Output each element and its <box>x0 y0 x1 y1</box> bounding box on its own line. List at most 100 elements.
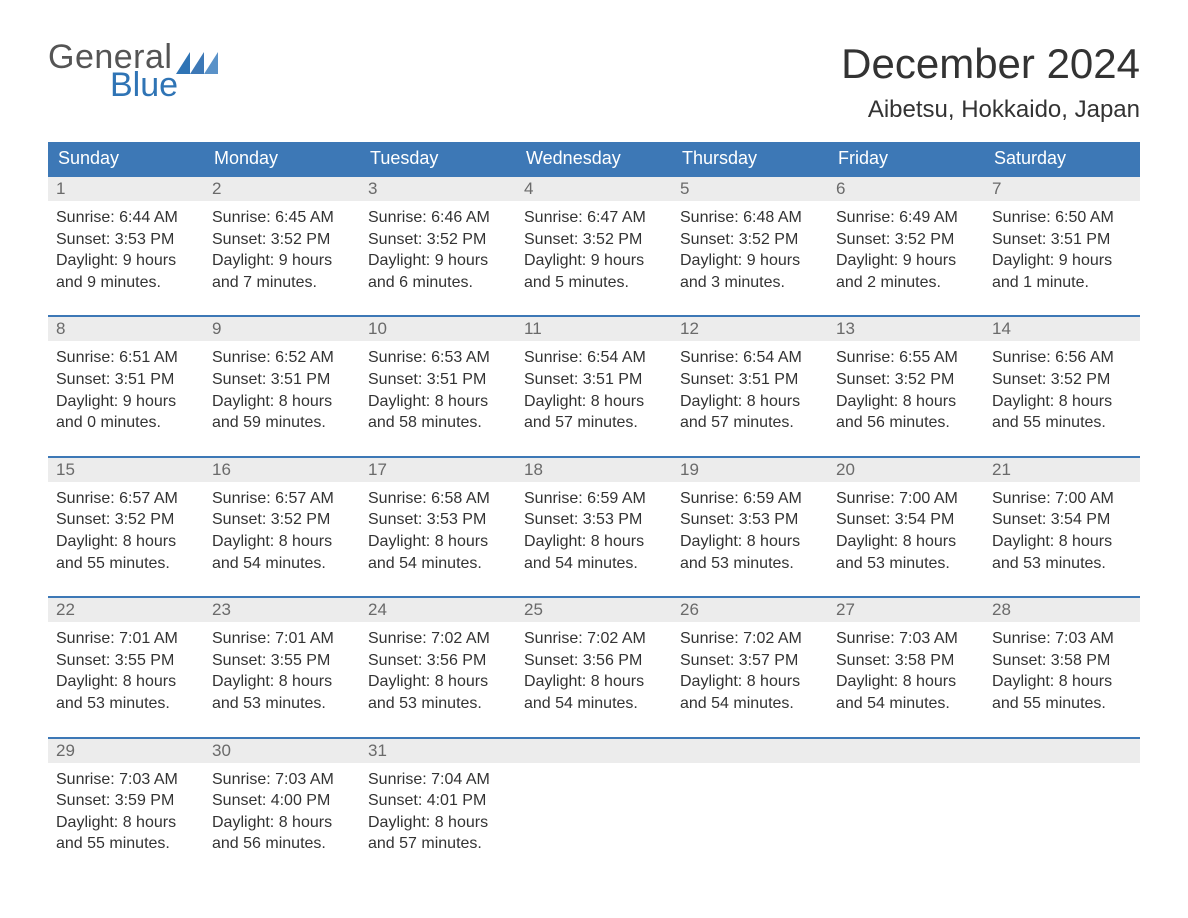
sunrise-text: Sunrise: 6:51 AM <box>56 347 196 369</box>
day-number: 17 <box>360 458 516 482</box>
day-number: 16 <box>204 458 360 482</box>
sunset-text: Sunset: 3:57 PM <box>680 650 820 672</box>
week-row: 1Sunrise: 6:44 AMSunset: 3:53 PMDaylight… <box>48 175 1140 297</box>
logo: General Blue <box>48 40 218 102</box>
day-body: Sunrise: 6:59 AMSunset: 3:53 PMDaylight:… <box>672 482 828 578</box>
sunrise-text: Sunrise: 6:55 AM <box>836 347 976 369</box>
sunset-text: Sunset: 3:53 PM <box>368 509 508 531</box>
day-number: 6 <box>828 177 984 201</box>
day-cell: 5Sunrise: 6:48 AMSunset: 3:52 PMDaylight… <box>672 177 828 297</box>
day-number-empty <box>984 739 1140 763</box>
sunset-text: Sunset: 3:51 PM <box>992 229 1132 251</box>
header-region: General Blue December 2024 Aibetsu, Hokk… <box>48 40 1140 124</box>
day-cell: 9Sunrise: 6:52 AMSunset: 3:51 PMDaylight… <box>204 317 360 437</box>
sunset-text: Sunset: 3:52 PM <box>836 369 976 391</box>
sunrise-text: Sunrise: 7:01 AM <box>56 628 196 650</box>
day-body: Sunrise: 7:03 AMSunset: 3:58 PMDaylight:… <box>828 622 984 718</box>
sunrise-text: Sunrise: 6:48 AM <box>680 207 820 229</box>
sunrise-text: Sunrise: 6:59 AM <box>524 488 664 510</box>
sunrise-text: Sunrise: 6:57 AM <box>212 488 352 510</box>
day-number: 11 <box>516 317 672 341</box>
day-header-sunday: Sunday <box>48 142 204 175</box>
week-row: 8Sunrise: 6:51 AMSunset: 3:51 PMDaylight… <box>48 315 1140 437</box>
day-body: Sunrise: 6:59 AMSunset: 3:53 PMDaylight:… <box>516 482 672 578</box>
sunset-text: Sunset: 3:51 PM <box>56 369 196 391</box>
day-number: 9 <box>204 317 360 341</box>
sunset-text: Sunset: 3:54 PM <box>836 509 976 531</box>
daylight-text: Daylight: 8 hours and 54 minutes. <box>524 671 664 714</box>
sunset-text: Sunset: 3:52 PM <box>992 369 1132 391</box>
daylight-text: Daylight: 8 hours and 53 minutes. <box>56 671 196 714</box>
daylight-text: Daylight: 8 hours and 53 minutes. <box>680 531 820 574</box>
sunset-text: Sunset: 3:56 PM <box>524 650 664 672</box>
day-cell: 17Sunrise: 6:58 AMSunset: 3:53 PMDayligh… <box>360 458 516 578</box>
sunset-text: Sunset: 3:55 PM <box>212 650 352 672</box>
week-row: 15Sunrise: 6:57 AMSunset: 3:52 PMDayligh… <box>48 456 1140 578</box>
day-cell: 7Sunrise: 6:50 AMSunset: 3:51 PMDaylight… <box>984 177 1140 297</box>
day-cell: 31Sunrise: 7:04 AMSunset: 4:01 PMDayligh… <box>360 739 516 859</box>
day-header-saturday: Saturday <box>984 142 1140 175</box>
day-number: 25 <box>516 598 672 622</box>
day-body: Sunrise: 6:50 AMSunset: 3:51 PMDaylight:… <box>984 201 1140 297</box>
sunrise-text: Sunrise: 6:58 AM <box>368 488 508 510</box>
sunset-text: Sunset: 4:01 PM <box>368 790 508 812</box>
daylight-text: Daylight: 8 hours and 57 minutes. <box>368 812 508 855</box>
day-number: 29 <box>48 739 204 763</box>
day-cell <box>828 739 984 859</box>
day-cell: 29Sunrise: 7:03 AMSunset: 3:59 PMDayligh… <box>48 739 204 859</box>
day-number: 23 <box>204 598 360 622</box>
day-cell: 23Sunrise: 7:01 AMSunset: 3:55 PMDayligh… <box>204 598 360 718</box>
sunset-text: Sunset: 3:51 PM <box>368 369 508 391</box>
week-row: 29Sunrise: 7:03 AMSunset: 3:59 PMDayligh… <box>48 737 1140 859</box>
daylight-text: Daylight: 8 hours and 59 minutes. <box>212 391 352 434</box>
day-body: Sunrise: 6:53 AMSunset: 3:51 PMDaylight:… <box>360 341 516 437</box>
sunrise-text: Sunrise: 6:59 AM <box>680 488 820 510</box>
daylight-text: Daylight: 8 hours and 55 minutes. <box>56 531 196 574</box>
day-header-row: Sunday Monday Tuesday Wednesday Thursday… <box>48 142 1140 175</box>
sunset-text: Sunset: 3:52 PM <box>836 229 976 251</box>
day-number: 12 <box>672 317 828 341</box>
day-cell: 22Sunrise: 7:01 AMSunset: 3:55 PMDayligh… <box>48 598 204 718</box>
day-cell: 2Sunrise: 6:45 AMSunset: 3:52 PMDaylight… <box>204 177 360 297</box>
day-number: 21 <box>984 458 1140 482</box>
daylight-text: Daylight: 8 hours and 55 minutes. <box>992 391 1132 434</box>
daylight-text: Daylight: 8 hours and 53 minutes. <box>212 671 352 714</box>
sunset-text: Sunset: 3:52 PM <box>680 229 820 251</box>
day-cell: 1Sunrise: 6:44 AMSunset: 3:53 PMDaylight… <box>48 177 204 297</box>
sunrise-text: Sunrise: 6:47 AM <box>524 207 664 229</box>
day-cell <box>516 739 672 859</box>
daylight-text: Daylight: 9 hours and 1 minute. <box>992 250 1132 293</box>
day-header-thursday: Thursday <box>672 142 828 175</box>
day-cell: 4Sunrise: 6:47 AMSunset: 3:52 PMDaylight… <box>516 177 672 297</box>
day-body: Sunrise: 7:00 AMSunset: 3:54 PMDaylight:… <box>984 482 1140 578</box>
day-cell: 27Sunrise: 7:03 AMSunset: 3:58 PMDayligh… <box>828 598 984 718</box>
day-number-empty <box>516 739 672 763</box>
day-body: Sunrise: 6:47 AMSunset: 3:52 PMDaylight:… <box>516 201 672 297</box>
day-cell: 3Sunrise: 6:46 AMSunset: 3:52 PMDaylight… <box>360 177 516 297</box>
sunset-text: Sunset: 3:53 PM <box>680 509 820 531</box>
day-cell <box>984 739 1140 859</box>
daylight-text: Daylight: 9 hours and 3 minutes. <box>680 250 820 293</box>
sunset-text: Sunset: 4:00 PM <box>212 790 352 812</box>
sunrise-text: Sunrise: 7:00 AM <box>992 488 1132 510</box>
day-cell: 30Sunrise: 7:03 AMSunset: 4:00 PMDayligh… <box>204 739 360 859</box>
weeks-container: 1Sunrise: 6:44 AMSunset: 3:53 PMDaylight… <box>48 175 1140 859</box>
daylight-text: Daylight: 8 hours and 53 minutes. <box>368 671 508 714</box>
day-number: 2 <box>204 177 360 201</box>
day-cell: 18Sunrise: 6:59 AMSunset: 3:53 PMDayligh… <box>516 458 672 578</box>
day-number: 27 <box>828 598 984 622</box>
sunset-text: Sunset: 3:54 PM <box>992 509 1132 531</box>
daylight-text: Daylight: 8 hours and 57 minutes. <box>524 391 664 434</box>
day-cell: 14Sunrise: 6:56 AMSunset: 3:52 PMDayligh… <box>984 317 1140 437</box>
day-number: 4 <box>516 177 672 201</box>
day-body: Sunrise: 7:04 AMSunset: 4:01 PMDaylight:… <box>360 763 516 859</box>
daylight-text: Daylight: 8 hours and 55 minutes. <box>56 812 196 855</box>
sunrise-text: Sunrise: 6:49 AM <box>836 207 976 229</box>
sunrise-text: Sunrise: 6:44 AM <box>56 207 196 229</box>
daylight-text: Daylight: 8 hours and 53 minutes. <box>836 531 976 574</box>
day-cell: 8Sunrise: 6:51 AMSunset: 3:51 PMDaylight… <box>48 317 204 437</box>
daylight-text: Daylight: 9 hours and 5 minutes. <box>524 250 664 293</box>
daylight-text: Daylight: 8 hours and 56 minutes. <box>836 391 976 434</box>
day-header-monday: Monday <box>204 142 360 175</box>
sunrise-text: Sunrise: 7:02 AM <box>368 628 508 650</box>
